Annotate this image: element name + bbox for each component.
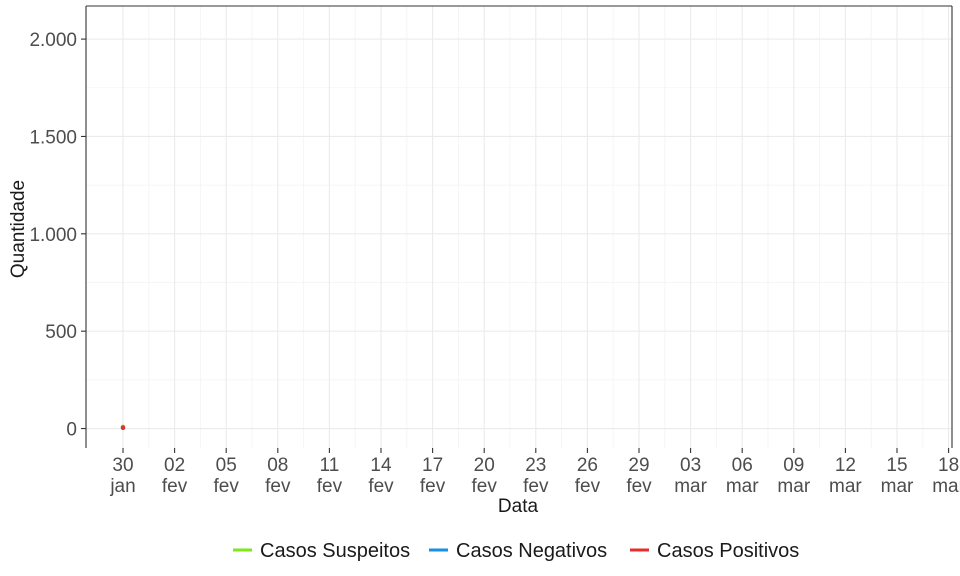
legend-label: Casos Suspeitos <box>260 540 410 562</box>
legend-label: Casos Negativos <box>456 540 607 562</box>
data-point <box>120 425 126 430</box>
x-tick-label-day: 08 <box>267 455 288 476</box>
legend: Casos Suspeitos Casos Negativos Casos Posi… <box>233 540 799 562</box>
legend-label: Casos Positivos <box>657 540 799 562</box>
x-tick-label-month: fev <box>317 476 343 497</box>
x-tick-label-day: 23 <box>525 455 546 476</box>
y-tick-label: 1.500 <box>29 127 77 148</box>
x-tick-label-day: 18 <box>938 455 959 476</box>
axis-frame <box>85 5 953 448</box>
data-marks <box>120 424 126 431</box>
x-tick-label-day: 12 <box>835 455 856 476</box>
x-tick-label-day: 03 <box>680 455 701 476</box>
x-tick-label-day: 30 <box>112 455 133 476</box>
x-tick-label-day: 26 <box>577 455 598 476</box>
y-tick-label: 2.000 <box>29 30 77 51</box>
x-axis: 30jan02fev05fev08fev11fev14fev17fev20fev… <box>109 448 960 497</box>
y-axis-title: Quantidade <box>8 180 29 278</box>
x-tick-label-month: mar <box>881 476 914 497</box>
x-tick-label-month: mar <box>829 476 862 497</box>
y-tick-label: 1.000 <box>29 225 77 246</box>
x-tick-label-month: fev <box>368 476 394 497</box>
y-tick-label: 500 <box>45 322 77 343</box>
x-tick-label-month: fev <box>265 476 291 497</box>
x-tick-label-day: 02 <box>164 455 185 476</box>
x-tick-label-month: mar <box>932 476 960 497</box>
x-tick-label-day: 09 <box>783 455 804 476</box>
x-tick-label-month: jan <box>109 476 135 497</box>
x-tick-label-month: mar <box>726 476 759 497</box>
x-tick-label-month: fev <box>214 476 240 497</box>
y-axis: 0 500 1.000 1.500 2.000 <box>29 30 86 441</box>
x-tick-label-day: 20 <box>474 455 495 476</box>
x-tick-label-day: 05 <box>216 455 237 476</box>
x-tick-label-day: 14 <box>370 455 392 476</box>
x-tick-label-day: 06 <box>732 455 753 476</box>
x-tick-label-month: fev <box>162 476 188 497</box>
x-tick-label-month: fev <box>420 476 446 497</box>
grid-major <box>86 6 952 448</box>
x-axis-title: Data <box>498 496 539 517</box>
x-tick-label-month: mar <box>777 476 810 497</box>
grid-minor <box>86 6 952 448</box>
x-tick-label-month: fev <box>523 476 549 497</box>
x-tick-label-day: 29 <box>628 455 649 476</box>
x-tick-label-month: fev <box>575 476 601 497</box>
x-tick-label-month: fev <box>626 476 652 497</box>
x-tick-label-day: 11 <box>320 455 340 476</box>
y-tick-label: 0 <box>66 420 77 441</box>
x-tick-label-day: 15 <box>886 455 907 476</box>
x-tick-label-month: mar <box>674 476 707 497</box>
x-tick-label-day: 17 <box>422 455 443 476</box>
x-tick-label-month: fev <box>472 476 498 497</box>
